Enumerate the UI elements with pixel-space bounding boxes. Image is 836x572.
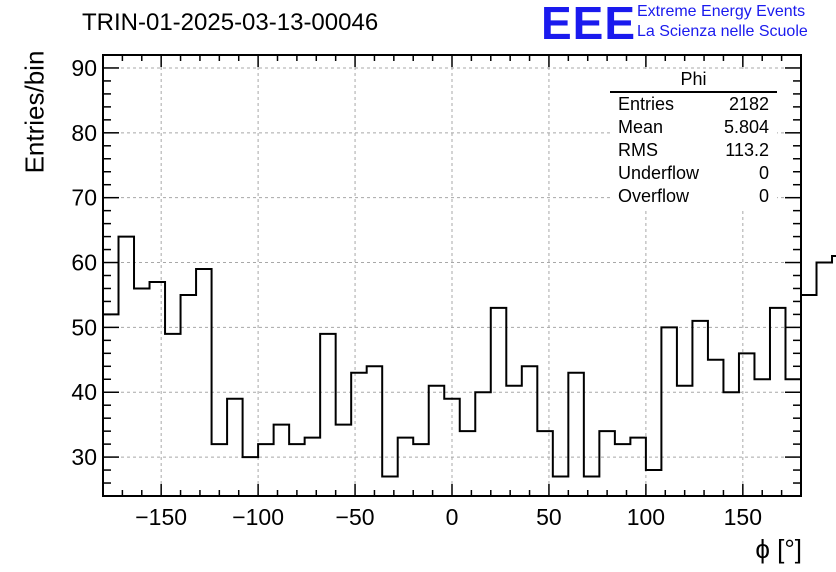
- x-tick-label: 0: [446, 504, 459, 530]
- logo-line-2: La Scienza nelle Scuole: [637, 23, 808, 40]
- y-tick-label: 90: [71, 55, 97, 81]
- x-tick-label: 150: [724, 504, 762, 530]
- plot-title: TRIN-01-2025-03-13-00046: [82, 9, 379, 36]
- stats-label: Underflow: [618, 163, 700, 183]
- logo-line-1: Extreme Energy Events: [637, 3, 806, 20]
- stats-title: Phi: [610, 69, 777, 93]
- y-tick-label: 80: [71, 120, 97, 146]
- x-tick-label: 100: [627, 504, 665, 530]
- tick-labels: −150 −100 −50 0 50 100 150 30 40 50 60 70 80 90: [71, 55, 762, 530]
- x-tick-label: −50: [336, 504, 375, 530]
- eee-logo: EEE: [541, 0, 637, 49]
- stats-row-entries: Entries 2182: [610, 93, 777, 116]
- y-tick-label: 60: [71, 250, 97, 276]
- stats-value: 0: [758, 163, 769, 183]
- stats-value: 0: [758, 186, 769, 206]
- stats-label: Entries: [618, 94, 675, 114]
- y-tick-label: 70: [71, 185, 97, 211]
- stats-value: 5.804: [723, 117, 769, 137]
- y-tick-label: 30: [71, 444, 97, 470]
- x-tick-label: −150: [135, 504, 187, 530]
- stats-label: RMS: [618, 140, 658, 160]
- stats-row-rms: RMS 113.2: [610, 139, 777, 162]
- histogram-line: [103, 235, 836, 478]
- y-tick-label: 40: [71, 379, 97, 405]
- stats-box: Phi Entries 2182 Mean 5.804 RMS 113.2 Un…: [610, 69, 777, 208]
- stats-value: 2182: [728, 94, 769, 114]
- y-tick-label: 50: [71, 314, 97, 340]
- stats-label: Overflow: [618, 186, 690, 206]
- x-axis-label: ϕ [°]: [755, 534, 802, 564]
- stats-row-mean: Mean 5.804: [610, 116, 777, 139]
- stats-row-underflow: Underflow 0: [610, 162, 777, 185]
- x-tick-label: −100: [232, 504, 284, 530]
- stats-row-overflow: Overflow 0: [610, 185, 777, 208]
- plot-frame: [102, 54, 802, 497]
- stats-label: Mean: [618, 117, 664, 137]
- stats-value: 113.2: [725, 140, 769, 160]
- y-axis-label: Entries/bin: [19, 50, 50, 174]
- x-tick-label: 50: [536, 504, 562, 530]
- grid-lines: [103, 55, 801, 496]
